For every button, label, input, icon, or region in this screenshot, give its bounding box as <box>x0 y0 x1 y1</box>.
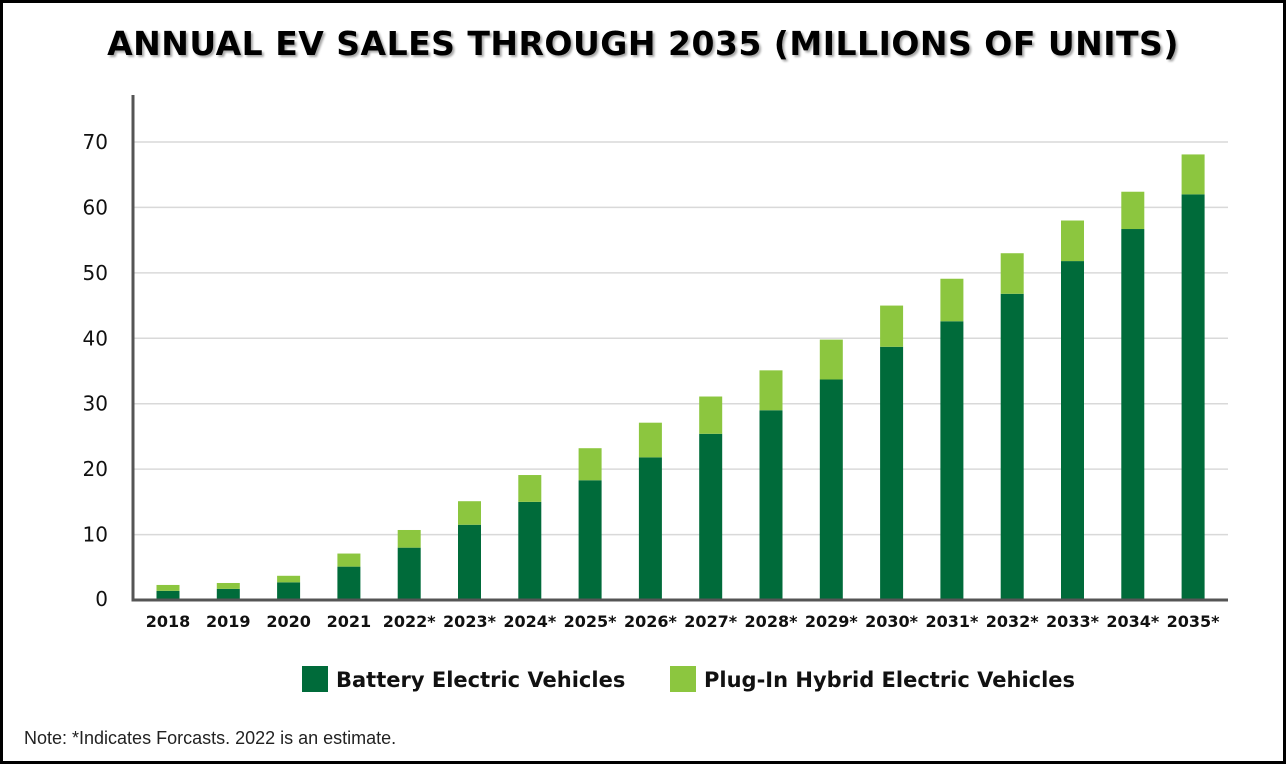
bar-bev-2029 <box>819 379 843 600</box>
bar-phev-2027 <box>699 396 723 434</box>
bar-bev-2031 <box>940 321 964 600</box>
legend: Battery Electric Vehicles Plug-In Hybrid … <box>302 666 1075 692</box>
x-tick-label: 2018 <box>146 612 191 631</box>
bar-phev-2022 <box>397 529 421 548</box>
bar-phev-2018 <box>156 584 180 591</box>
bar-bev-2021 <box>337 566 361 600</box>
legend-label-bev: Battery Electric Vehicles <box>336 668 625 692</box>
x-tick-label: 2029* <box>805 612 859 631</box>
bar-bev-2019 <box>216 588 240 600</box>
x-tick-label: 2033* <box>1046 612 1100 631</box>
bar-phev-2029 <box>819 339 843 380</box>
y-tick-label: 50 <box>83 261 108 285</box>
x-tick-label: 2027* <box>684 612 738 631</box>
x-tick-label: 2022* <box>383 612 437 631</box>
gridlines <box>133 141 1228 536</box>
bar-bev-2032 <box>1000 293 1024 600</box>
x-tick-label: 2035* <box>1167 612 1221 631</box>
bar-phev-2020 <box>277 575 301 583</box>
bar-bev-2028 <box>759 410 783 600</box>
bar-phev-2028 <box>759 370 783 411</box>
bar-phev-2026 <box>638 422 662 458</box>
bar-bev-2020 <box>277 582 301 600</box>
bar-bev-2034 <box>1121 229 1145 600</box>
x-tick-label: 2030* <box>865 612 919 631</box>
y-tick-label: 10 <box>83 523 108 547</box>
bar-phev-2032 <box>1000 253 1024 294</box>
x-tick-label: 2023* <box>443 612 497 631</box>
bar-phev-2025 <box>578 448 602 481</box>
bar-phev-2030 <box>880 305 904 347</box>
chart-title: ANNUAL EV SALES THROUGH 2035 (MILLIONS O… <box>107 24 1179 63</box>
legend-swatch-phev <box>670 666 696 692</box>
bar-bev-2025 <box>578 480 602 600</box>
bar-phev-2024 <box>518 475 542 502</box>
x-tick-label: 2031* <box>925 612 979 631</box>
bar-phev-2033 <box>1061 220 1084 262</box>
x-tick-label: 2020 <box>266 612 311 631</box>
bar-phev-2035 <box>1181 154 1205 195</box>
y-tick-label: 70 <box>83 130 108 154</box>
bar-bev-2018 <box>156 590 180 600</box>
x-tick-label: 2021 <box>327 612 372 631</box>
y-tick-label: 40 <box>83 326 108 350</box>
x-tick-label: 2024* <box>503 612 557 631</box>
x-tick-label: 2032* <box>986 612 1040 631</box>
footnote: Note: *Indicates Forcasts. 2022 is an es… <box>24 728 397 748</box>
x-tick-label: 2025* <box>564 612 618 631</box>
x-axis-ticks: 2018 2019 2020 2021 2022* 2023* 2024* 2025* 2026… <box>146 612 1220 631</box>
bar-bev-2024 <box>518 501 542 600</box>
legend-swatch-bev <box>302 666 328 692</box>
y-tick-label: 60 <box>83 195 108 219</box>
bar-phev-2031 <box>940 278 964 322</box>
x-tick-label: 2026* <box>624 612 678 631</box>
x-tick-label: 2019 <box>206 612 251 631</box>
bar-bev-2023 <box>458 524 481 600</box>
bar-bev-2033 <box>1061 261 1084 600</box>
bar-phev-2034 <box>1121 191 1145 230</box>
bar-bev-2027 <box>699 433 723 600</box>
x-tick-label: 2028* <box>745 612 799 631</box>
bars <box>156 154 1205 601</box>
x-tick-label: 2034* <box>1106 612 1160 631</box>
bar-bev-2030 <box>880 346 904 600</box>
bar-phev-2021 <box>337 553 361 567</box>
bar-phev-2019 <box>216 582 240 589</box>
bar-bev-2022 <box>397 547 421 600</box>
legend-label-phev: Plug-In Hybrid Electric Vehicles <box>704 668 1075 692</box>
y-tick-label: 20 <box>83 457 108 481</box>
y-axis-ticks: 0 10 20 30 40 50 60 70 <box>83 130 108 611</box>
bar-bev-2035 <box>1181 194 1205 601</box>
bar-bev-2026 <box>638 457 662 600</box>
y-tick-label: 30 <box>83 392 108 416</box>
bar-phev-2023 <box>458 501 481 525</box>
y-tick-label: 0 <box>95 587 108 611</box>
